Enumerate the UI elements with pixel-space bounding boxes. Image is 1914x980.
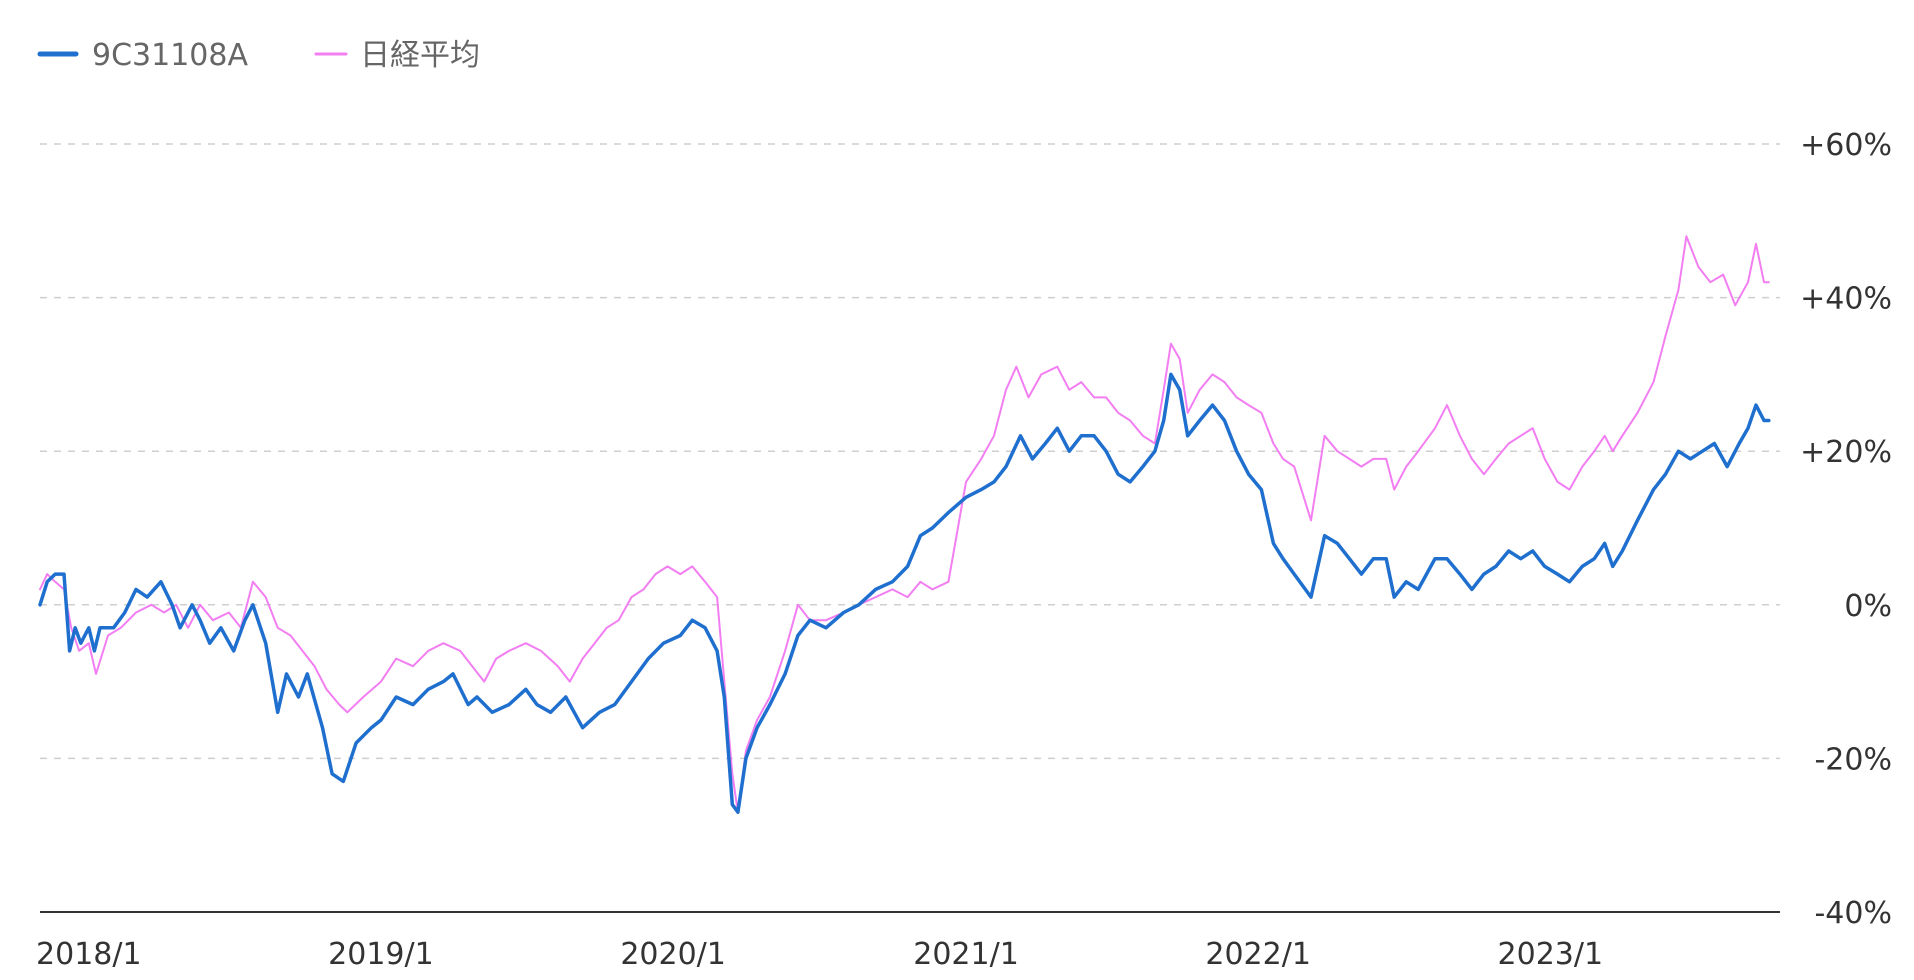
series-line-9c31108a [38,372,1771,814]
y-axis-tick-labels: +60% +40% +20% 0% -20% -40% [1800,128,1892,931]
y-tick-label: +60% [1800,128,1892,163]
y-tick-label: +20% [1800,435,1892,470]
x-tick-label: 2023/1 [1498,937,1604,972]
x-tick-label: 2019/1 [328,937,434,972]
x-tick-label: 2018/1 [36,937,142,972]
y-tick-label: +40% [1800,282,1892,317]
y-tick-label: -20% [1814,742,1892,777]
series-lines [38,235,1771,814]
x-tick-label: 2022/1 [1205,937,1311,972]
x-tick-label: 2020/1 [620,937,726,972]
x-tick-label: 2021/1 [913,937,1019,972]
y-tick-label: -40% [1814,896,1892,931]
legend-label-9c31108a: 9C31108A [92,38,248,73]
x-axis-tick-labels: 2018/1 2019/1 2020/1 2021/1 2022/1 2023/1 [36,937,1603,972]
series-line-nikkei [39,235,1770,814]
chart-legend: 9C31108A 日経平均 [37,38,480,73]
legend-label-nikkei: 日経平均 [360,38,480,73]
y-tick-label: 0% [1844,589,1892,624]
gridlines [40,143,1780,760]
